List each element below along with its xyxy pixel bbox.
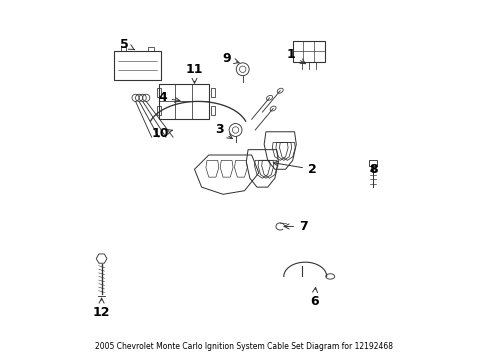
Bar [210, 88, 214, 97]
Bar [159, 84, 208, 119]
Text: 8: 8 [368, 163, 377, 176]
Bar [210, 106, 214, 114]
Bar [148, 47, 154, 51]
Text: 5: 5 [120, 38, 134, 51]
Text: 2: 2 [273, 161, 316, 176]
Bar [157, 88, 161, 97]
Bar [368, 160, 377, 166]
Text: 10: 10 [151, 127, 172, 140]
Bar [157, 106, 161, 114]
Text: 1: 1 [286, 49, 305, 64]
Text: 2005 Chevrolet Monte Carlo Ignition System Cable Set Diagram for 12192468: 2005 Chevrolet Monte Carlo Ignition Syst… [95, 342, 393, 351]
Text: 4: 4 [158, 91, 180, 104]
Text: 11: 11 [185, 63, 203, 83]
Text: 3: 3 [215, 123, 232, 139]
Bar [114, 51, 160, 80]
Bar [121, 47, 126, 51]
Text: 7: 7 [284, 220, 307, 233]
Text: 9: 9 [222, 52, 239, 65]
Bar [292, 41, 324, 62]
Text: 12: 12 [93, 298, 110, 319]
Text: 6: 6 [309, 287, 318, 308]
